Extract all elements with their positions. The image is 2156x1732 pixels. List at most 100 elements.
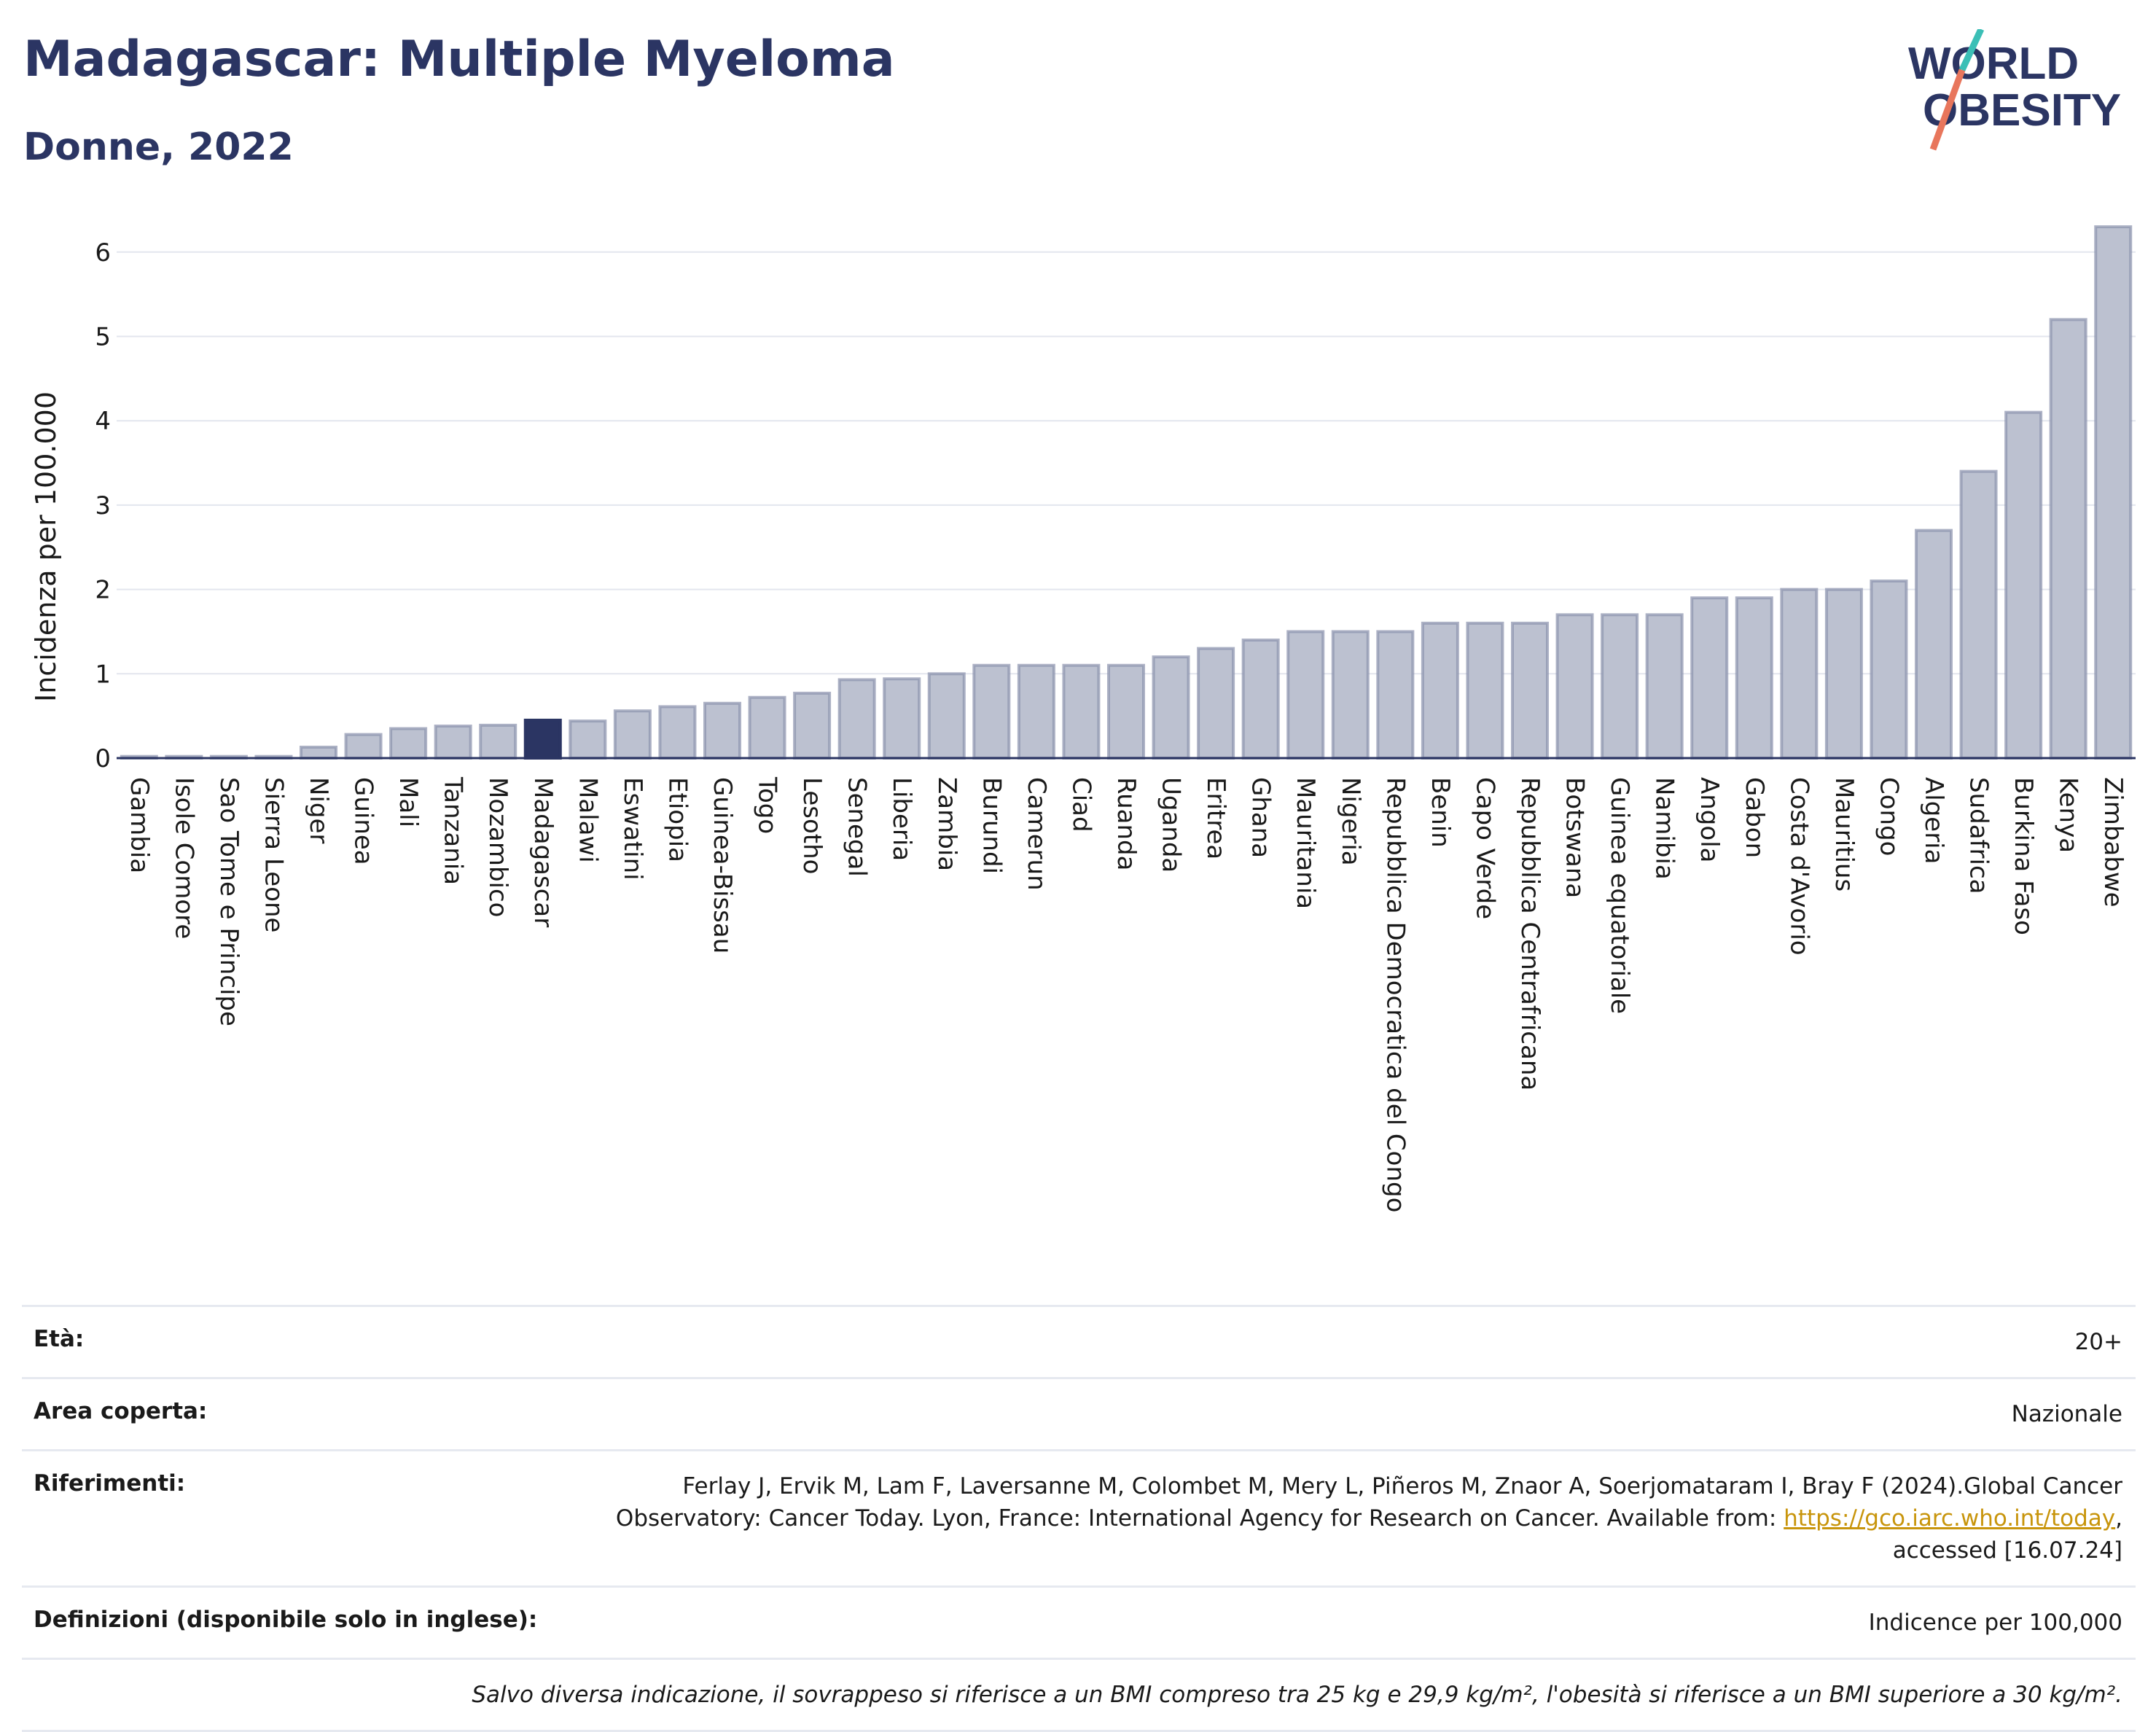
logo-line-1: WORLD [1908, 39, 2079, 89]
references-text-1: Ferlay J, Ervik M, Lam F, Laversanne M, … [615, 1473, 2122, 1532]
page-title: Madagascar: Multiple Myeloma [23, 31, 895, 88]
x-tick-label: Kenya [2054, 777, 2083, 853]
definitions-value: Indicence per 100,000 [1868, 1610, 2122, 1636]
bar [1376, 630, 1415, 760]
references-text-2: , accessed [16.07.24] [1892, 1505, 2122, 1564]
y-tick-label: 3 [95, 491, 111, 520]
info-row-footnote: Salvo diversa indicazione, il sovrappeso… [22, 1658, 2136, 1732]
bar [837, 678, 876, 760]
bar [2004, 410, 2043, 760]
bar [2049, 318, 2087, 760]
x-tick-label: Guinea [349, 777, 378, 865]
x-tick-label: Repubblica Centrafricana [1515, 777, 1544, 1091]
bar [569, 719, 607, 760]
logo-slash-top [1958, 29, 1985, 71]
bar [523, 718, 562, 760]
x-tick-label: Uganda [1157, 777, 1186, 873]
x-tick-label: Burkina Faso [2009, 777, 2038, 935]
x-tick-label: Ruanda [1112, 777, 1141, 870]
y-tick-label: 5 [95, 323, 111, 352]
age-value: 20+ [2074, 1329, 2122, 1355]
bar [793, 691, 832, 760]
x-tick-label: Malawi [573, 777, 602, 863]
references-link[interactable]: https://gco.iarc.who.int/today [1784, 1505, 2116, 1532]
x-tick-label: Benin [1426, 777, 1455, 848]
bar [1601, 613, 1639, 760]
x-tick-label: Guinea equatoriale [1605, 777, 1634, 1014]
x-tick-label: Zambia [932, 777, 961, 871]
y-tick-label: 0 [95, 744, 111, 773]
x-tick-label: Niger [304, 777, 333, 843]
bar [1735, 596, 1773, 760]
footnote-text: Salvo diversa indicazione, il sovrappeso… [472, 1682, 2122, 1708]
references-value: Ferlay J, Ervik M, Lam F, Laversanne M, … [592, 1470, 2122, 1567]
world-obesity-logo: WORLD OBESITY [1908, 29, 2121, 151]
references-label: Riferimenti: [34, 1470, 186, 1497]
x-tick-label: Costa d'Avorio [1784, 777, 1813, 956]
x-tick-label: Namibia [1650, 777, 1679, 880]
info-table: Età: 20+ Area coperta: Nazionale Riferim… [22, 1305, 2136, 1732]
bar [883, 677, 921, 760]
x-tick-label: Lesotho [797, 777, 827, 874]
age-label: Età: [34, 1326, 85, 1352]
x-tick-label: Capo Verde [1470, 777, 1499, 919]
y-tick-label: 4 [95, 407, 111, 436]
definitions-label: Definizioni (disponibile solo in inglese… [34, 1607, 538, 1633]
x-tick-label: Ghana [1246, 777, 1276, 858]
bar [389, 727, 428, 760]
bar [1959, 469, 1998, 760]
x-tick-label: Sierra Leone [259, 777, 288, 932]
x-tick-label: Sudafrica [1964, 777, 1993, 894]
bar [1914, 528, 1953, 760]
x-tick-label: Mozambico [483, 777, 512, 917]
info-row-age: Età: 20+ [22, 1305, 2136, 1377]
bar [613, 709, 652, 760]
page-subtitle: Donne, 2022 [23, 125, 294, 169]
bar [1106, 663, 1146, 760]
x-tick-label: Zimbabwe [2098, 777, 2128, 908]
bar [1197, 647, 1235, 760]
bar [299, 745, 338, 760]
bar [703, 701, 742, 760]
x-tick-label: Ciad [1066, 777, 1095, 832]
x-tick-label: Congo [1874, 777, 1903, 856]
x-tick-label: Botswana [1561, 777, 1590, 898]
bar [344, 733, 383, 760]
x-tick-label: Repubblica Democratica del Congo [1380, 777, 1410, 1212]
bar [479, 723, 517, 760]
x-tick-label: Eritrea [1201, 777, 1230, 859]
y-tick-label: 2 [95, 576, 111, 605]
y-tick-label: 1 [95, 660, 111, 689]
bar [2094, 225, 2133, 760]
area-value: Nazionale [2011, 1401, 2122, 1427]
bar [1780, 588, 1819, 760]
bar [972, 663, 1011, 760]
bar [1421, 621, 1459, 760]
bar [658, 705, 697, 760]
bar [1645, 613, 1684, 760]
x-tick-label: Isole Comore [169, 777, 198, 939]
x-tick-label: Eswatini [618, 777, 647, 881]
bar [1152, 655, 1190, 760]
info-row-area: Area coperta: Nazionale [22, 1377, 2136, 1449]
bar [1466, 621, 1504, 760]
x-tick-label: Gambia [125, 777, 154, 873]
x-tick-label: Senegal [843, 777, 872, 877]
x-tick-label: Guinea-Bissau [708, 777, 737, 953]
bar [927, 672, 966, 760]
info-row-references: Riferimenti: Ferlay J, Ervik M, Lam F, L… [22, 1449, 2136, 1585]
bar [1690, 596, 1729, 760]
y-tick-label: 6 [95, 238, 111, 268]
x-tick-label: Madagascar [528, 777, 558, 927]
x-tick-label: Gabon [1740, 777, 1769, 858]
x-tick-label: Camerun [1022, 777, 1051, 891]
x-tick-label: Mauritius [1829, 777, 1859, 892]
info-row-definitions: Definizioni (disponibile solo in inglese… [22, 1585, 2136, 1658]
x-tick-label: Liberia [887, 777, 916, 861]
x-tick-label: Etiopia [663, 777, 692, 862]
bar [1870, 580, 1908, 760]
bar [1017, 663, 1055, 760]
bar [434, 725, 472, 760]
bar [1824, 588, 1863, 760]
bar [1331, 630, 1370, 760]
